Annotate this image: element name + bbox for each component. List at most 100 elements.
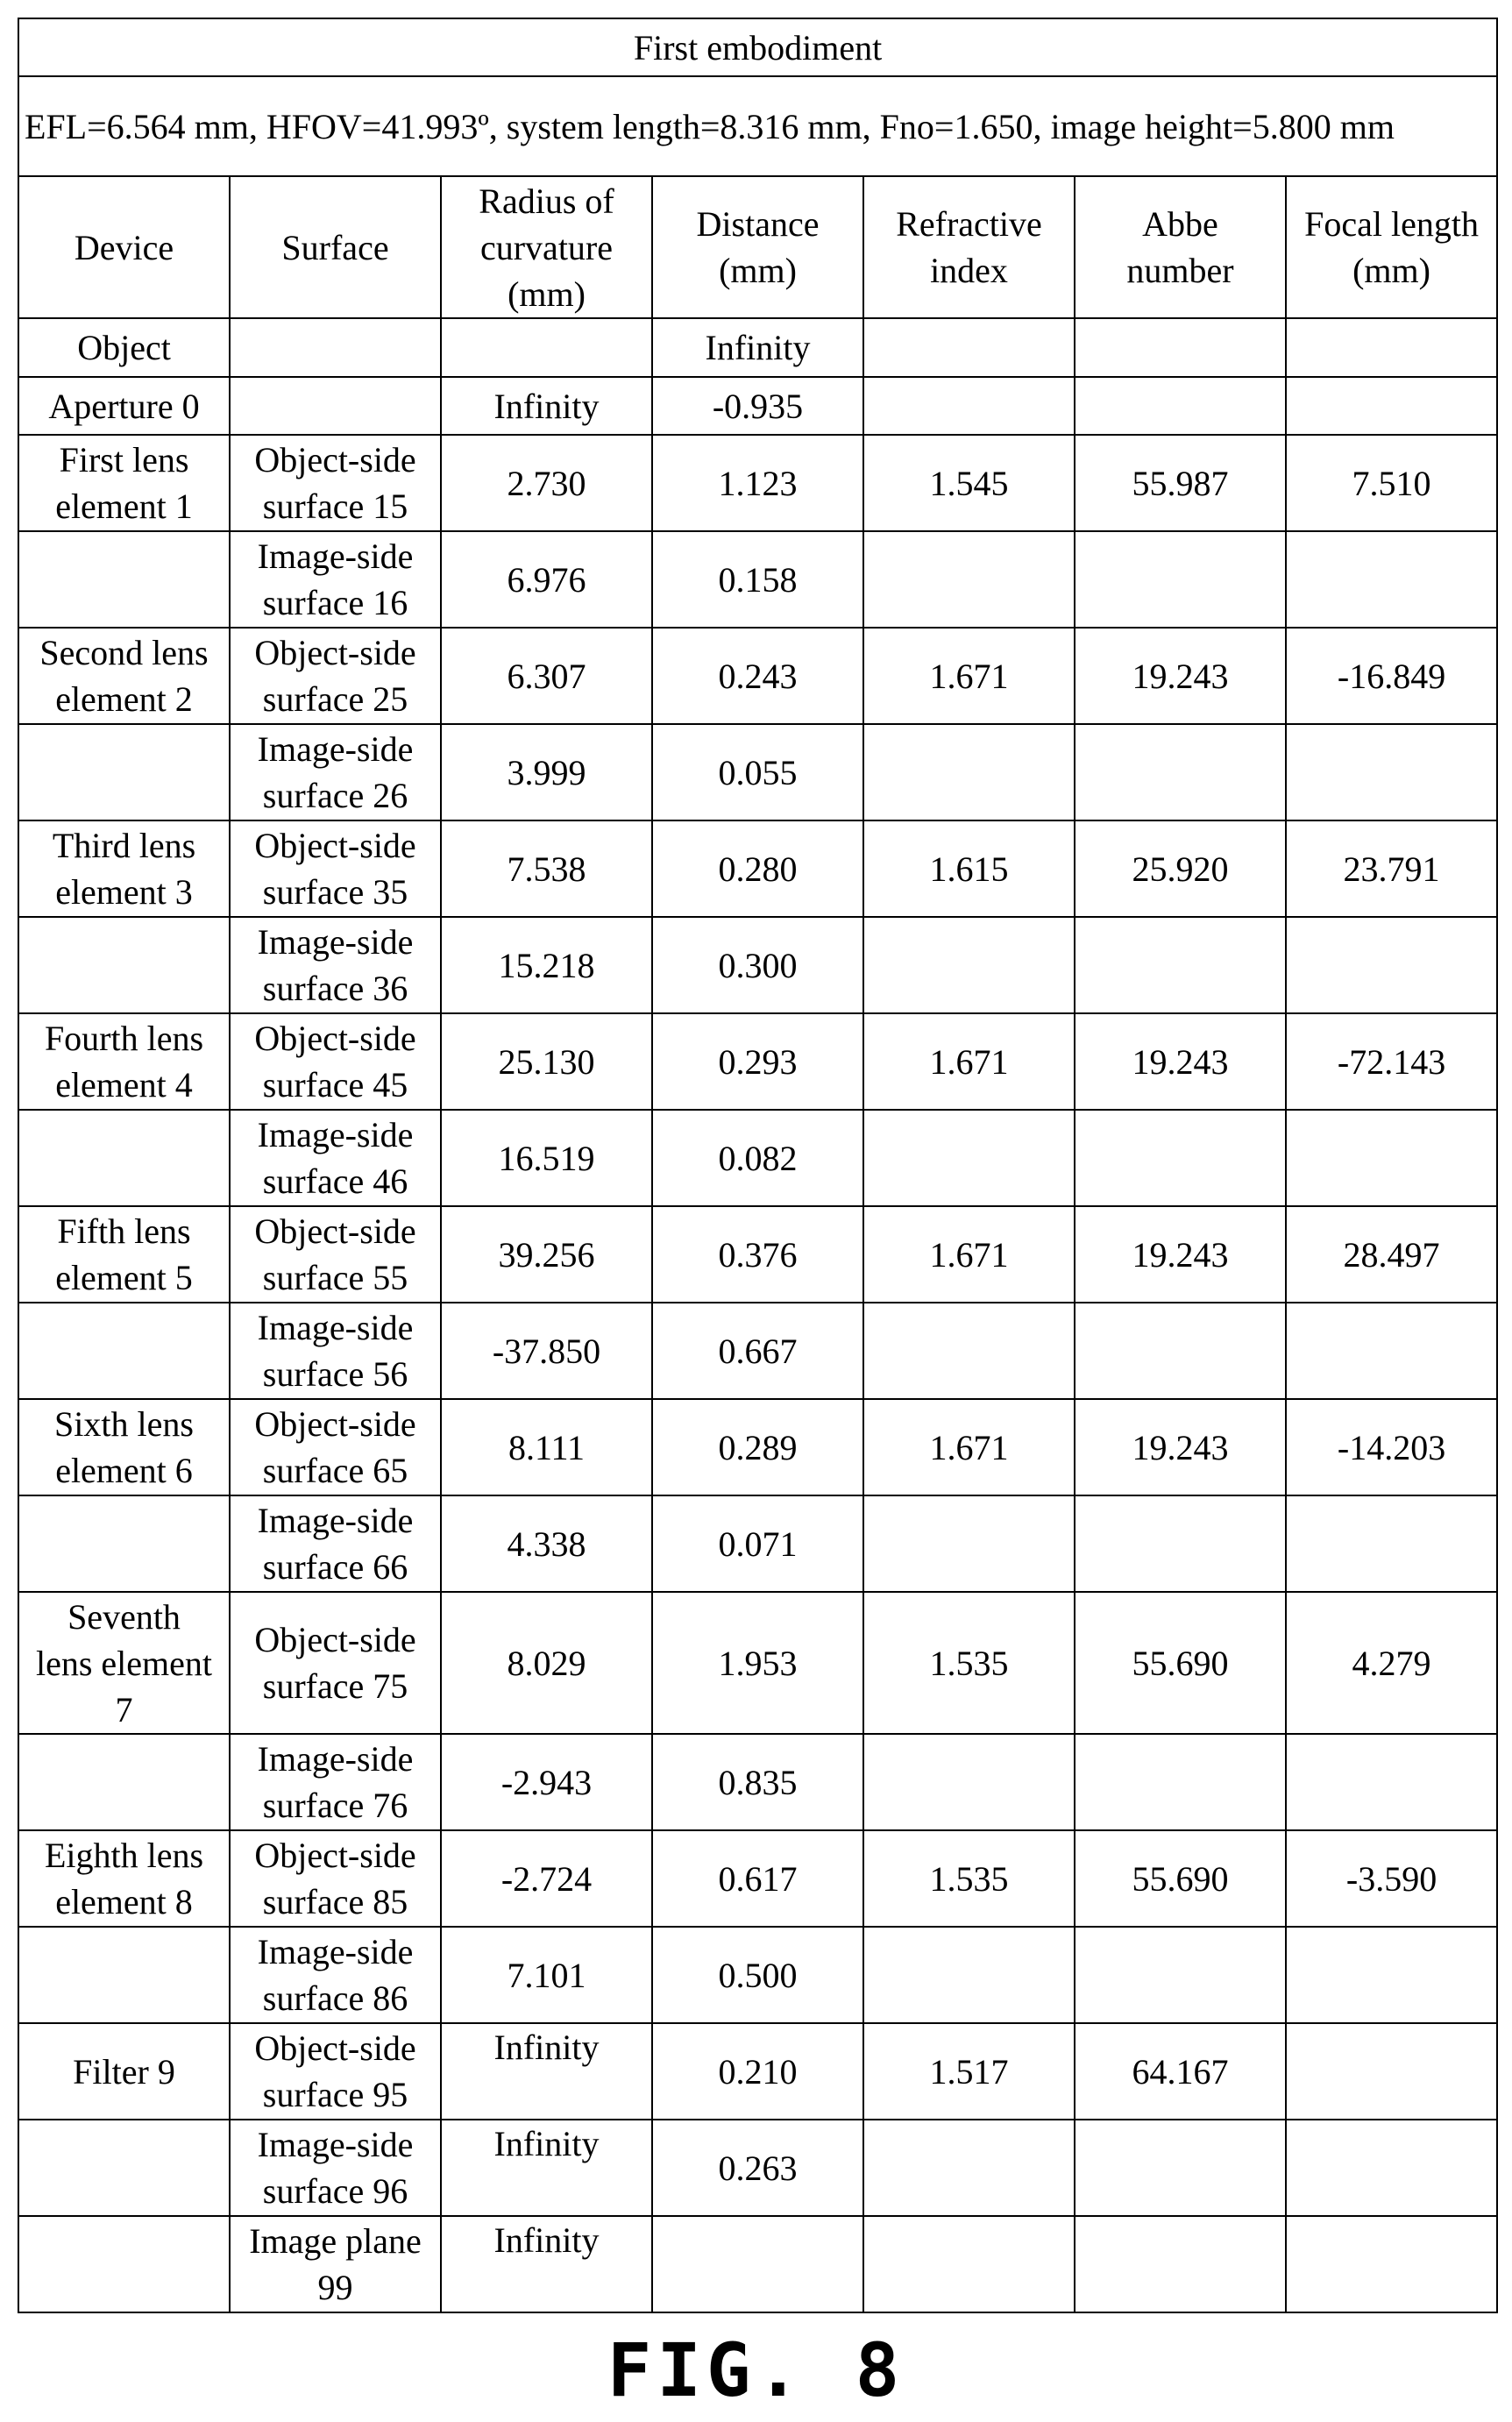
device-cell: Second lens element 2	[18, 627, 231, 725]
focal-length-cell: 28.497	[1284, 1205, 1499, 1303]
radius-cell: Infinity	[440, 2215, 653, 2313]
abbe-number-cell	[1074, 1733, 1287, 1831]
refractive-index-cell	[862, 2119, 1075, 2217]
abbe-number-cell	[1074, 1495, 1287, 1593]
abbe-number-cell: 19.243	[1074, 627, 1287, 725]
device-cell: Filter 9	[18, 2022, 231, 2120]
abbe-number-cell: 64.167	[1074, 2022, 1287, 2120]
table-title: First embodiment	[17, 18, 1499, 77]
abbe-number-cell: 19.243	[1074, 1205, 1287, 1303]
refractive-index-cell: 1.535	[862, 1829, 1075, 1928]
device-cell: Object	[18, 317, 231, 378]
abbe-number-cell: 19.243	[1074, 1012, 1287, 1111]
refractive-index-cell	[862, 1495, 1075, 1593]
radius-cell: 3.999	[440, 723, 653, 821]
abbe-number-cell: 19.243	[1074, 1398, 1287, 1496]
refractive-index-cell: 1.615	[862, 820, 1075, 918]
radius-cell: -2.943	[440, 1733, 653, 1831]
table-row: Image-side surface 66 4.338 0.071	[18, 1495, 1499, 1593]
device-cell	[18, 916, 231, 1014]
table-row: Image-side surface 86 7.101 0.500	[18, 1926, 1499, 2024]
surface-cell: Object-side surface 75	[229, 1591, 442, 1735]
column-header-surface: Surface	[229, 175, 442, 319]
column-header-focal-length: Focal length (mm)	[1284, 175, 1499, 319]
surface-cell: Object-side surface 85	[229, 1829, 442, 1928]
refractive-index-cell	[862, 530, 1075, 629]
abbe-number-cell	[1074, 2215, 1287, 2313]
focal-length-cell: 4.279	[1284, 1591, 1499, 1735]
abbe-number-cell: 55.987	[1074, 434, 1287, 532]
focal-length-cell	[1284, 1109, 1499, 1207]
radius-cell: -37.850	[440, 1302, 653, 1400]
radius-cell: -2.724	[440, 1829, 653, 1928]
table-row: Image-side surface 56 -37.850 0.667	[18, 1302, 1499, 1400]
abbe-number-cell: 25.920	[1074, 820, 1287, 918]
distance-cell: 0.055	[651, 723, 864, 821]
abbe-number-cell	[1074, 1926, 1287, 2024]
focal-length-cell: -16.849	[1284, 627, 1499, 725]
table-row: Fifth lens element 5 Object-side surface …	[18, 1205, 1499, 1303]
distance-cell: 0.300	[651, 916, 864, 1014]
refractive-index-cell: 1.545	[862, 434, 1075, 532]
radius-cell: Infinity	[440, 2022, 653, 2120]
refractive-index-cell	[862, 317, 1075, 378]
distance-cell: 0.243	[651, 627, 864, 725]
focal-length-cell	[1284, 2022, 1499, 2120]
radius-cell: 2.730	[440, 434, 653, 532]
device-cell	[18, 530, 231, 629]
abbe-number-cell	[1074, 376, 1287, 436]
abbe-number-cell: 55.690	[1074, 1591, 1287, 1735]
table-row: Image-side surface 96 Infinity 0.263	[18, 2119, 1499, 2217]
distance-cell: Infinity	[651, 317, 864, 378]
refractive-index-cell	[862, 2215, 1075, 2313]
focal-length-cell	[1284, 1302, 1499, 1400]
radius-cell: 8.029	[440, 1591, 653, 1735]
radius-cell: 39.256	[440, 1205, 653, 1303]
device-cell: Seventh lens element 7	[18, 1591, 231, 1735]
table-row: Third lens element 3 Object-side surface …	[18, 820, 1499, 918]
device-cell	[18, 723, 231, 821]
surface-cell: Image plane 99	[229, 2215, 442, 2313]
focal-length-cell: 7.510	[1284, 434, 1499, 532]
focal-length-cell: -3.590	[1284, 1829, 1499, 1928]
radius-cell: 8.111	[440, 1398, 653, 1496]
column-header-refractive-index: Refractive index	[862, 175, 1075, 319]
device-cell: Fourth lens element 4	[18, 1012, 231, 1111]
refractive-index-cell: 1.671	[862, 1398, 1075, 1496]
distance-cell: 0.263	[651, 2119, 864, 2217]
refractive-index-cell	[862, 916, 1075, 1014]
surface-cell: Image-side surface 66	[229, 1495, 442, 1593]
surface-cell: Image-side surface 76	[229, 1733, 442, 1831]
device-cell	[18, 1733, 231, 1831]
table-row: Image-side surface 26 3.999 0.055	[18, 723, 1499, 821]
surface-cell	[229, 376, 442, 436]
table-row: Image-side surface 46 16.519 0.082	[18, 1109, 1499, 1207]
table-row: Sixth lens element 6 Object-side surface …	[18, 1398, 1499, 1496]
table-row: Object Infinity	[18, 317, 1499, 378]
table-row: First lens element 1 Object-side surface …	[18, 434, 1499, 532]
distance-cell: 0.280	[651, 820, 864, 918]
surface-cell: Object-side surface 15	[229, 434, 442, 532]
surface-cell: Object-side surface 95	[229, 2022, 442, 2120]
focal-length-cell	[1284, 1733, 1499, 1831]
device-cell	[18, 1926, 231, 2024]
radius-cell: 4.338	[440, 1495, 653, 1593]
column-header-distance: Distance (mm)	[651, 175, 864, 319]
abbe-number-cell	[1074, 317, 1287, 378]
abbe-number-cell	[1074, 530, 1287, 629]
table-row: Eighth lens element 8 Object-side surface…	[18, 1829, 1499, 1928]
radius-cell: 7.538	[440, 820, 653, 918]
table-row: Seventh lens element 7 Object-side surfac…	[18, 1591, 1499, 1735]
distance-cell: 0.071	[651, 1495, 864, 1593]
device-cell	[18, 1302, 231, 1400]
abbe-number-cell	[1074, 2119, 1287, 2217]
radius-cell: Infinity	[440, 2119, 653, 2217]
refractive-index-cell	[862, 1733, 1075, 1831]
abbe-number-cell: 55.690	[1074, 1829, 1287, 1928]
distance-cell: 0.667	[651, 1302, 864, 1400]
refractive-index-cell	[862, 1109, 1075, 1207]
distance-cell: 1.953	[651, 1591, 864, 1735]
refractive-index-cell	[862, 1926, 1075, 2024]
focal-length-cell	[1284, 376, 1499, 436]
surface-cell: Object-side surface 55	[229, 1205, 442, 1303]
